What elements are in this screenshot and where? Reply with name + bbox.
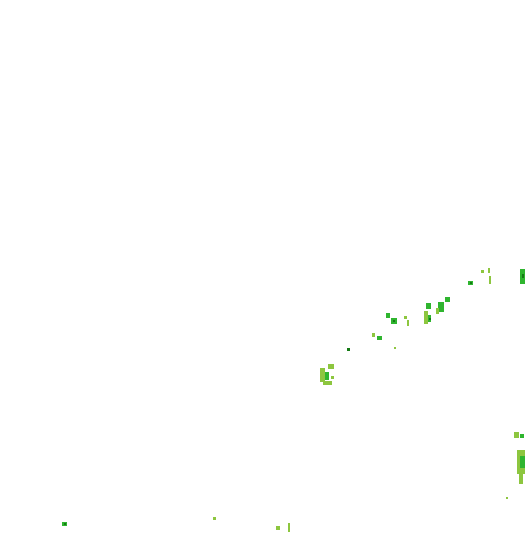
patch: [323, 381, 332, 385]
patch: [404, 316, 407, 319]
patch: [522, 274, 524, 278]
patch: [470, 282, 472, 284]
patch: [276, 526, 280, 530]
patch: [64, 523, 66, 525]
patch: [424, 311, 428, 324]
patch: [325, 372, 329, 380]
patch: [213, 517, 216, 520]
patch: [377, 336, 382, 340]
patch: [445, 297, 450, 302]
patch: [514, 432, 519, 438]
patch: [436, 308, 439, 314]
patch: [488, 268, 490, 273]
patch: [489, 276, 491, 284]
patch: [288, 523, 290, 532]
patch: [426, 303, 431, 309]
patch: [429, 318, 431, 320]
vegetation-patches: [62, 268, 525, 532]
patch: [328, 364, 334, 369]
patch: [347, 348, 350, 351]
patch: [372, 333, 375, 337]
patch: [386, 313, 390, 318]
patch: [520, 456, 525, 468]
patch: [394, 347, 396, 349]
patch: [331, 376, 334, 379]
patch: [320, 368, 325, 382]
patch: [393, 320, 395, 322]
patch: [520, 434, 524, 438]
patch: [438, 302, 444, 312]
patch: [481, 270, 484, 273]
patch: [506, 497, 508, 499]
patch: [519, 474, 523, 484]
patch: [407, 320, 409, 326]
